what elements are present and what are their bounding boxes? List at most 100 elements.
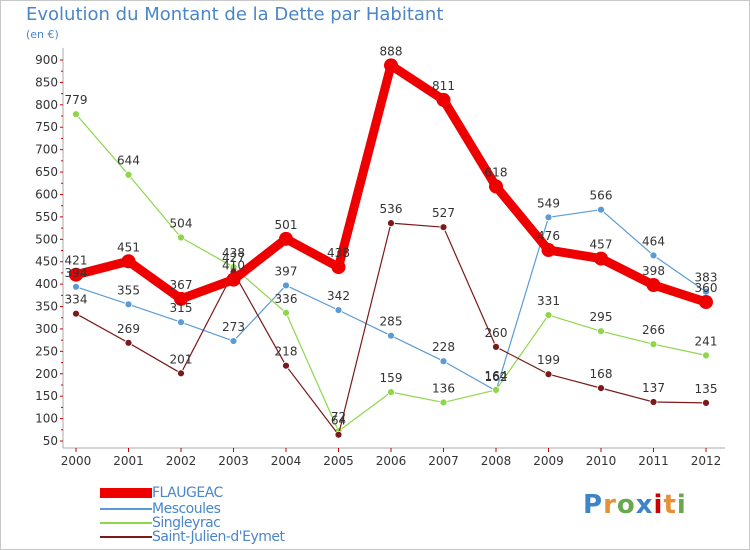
data-label: 273 — [222, 320, 245, 334]
data-point — [279, 231, 293, 246]
data-point — [69, 267, 83, 282]
data-label: 331 — [537, 294, 560, 308]
data-label: 644 — [117, 154, 140, 168]
data-point — [544, 213, 553, 222]
data-point — [177, 233, 185, 242]
data-label: 315 — [170, 301, 193, 315]
data-label: 159 — [380, 371, 403, 385]
data-label: 464 — [642, 234, 665, 248]
data-label: 888 — [380, 44, 403, 58]
data-point — [226, 272, 241, 287]
logo-letter: t — [663, 490, 677, 520]
data-label: 72 — [331, 410, 346, 424]
chart-title: Evolution du Montant de la Dette par Hab… — [26, 4, 444, 25]
series-line-flaugeac — [71, 60, 711, 307]
logo-letter: x — [635, 490, 654, 520]
data-label: 285 — [380, 315, 403, 329]
y-tick-label: 450 — [35, 255, 58, 269]
y-tick-label: 600 — [35, 187, 58, 201]
data-label: 168 — [590, 367, 613, 381]
data-label: 501 — [275, 218, 298, 232]
data-label: 164 — [485, 369, 508, 383]
data-label: 355 — [117, 283, 140, 297]
data-point — [177, 369, 185, 378]
data-point — [597, 327, 605, 336]
data-label: 549 — [537, 196, 560, 210]
data-point — [492, 386, 500, 394]
legend-label: Singleyrac — [152, 515, 221, 531]
data-label: 360 — [695, 281, 718, 295]
data-point — [124, 170, 133, 179]
y-tick-label: 900 — [35, 53, 58, 67]
x-tick-label: 2002 — [166, 454, 197, 468]
data-label: 527 — [432, 206, 455, 220]
data-point — [544, 311, 553, 319]
data-point — [384, 58, 398, 73]
data-point — [649, 251, 658, 260]
data-point — [282, 361, 290, 370]
x-tick-label: 2003 — [218, 454, 249, 468]
data-point — [646, 278, 661, 293]
data-point — [334, 430, 343, 439]
data-label: 457 — [590, 238, 613, 252]
legend-label: FLAUGEAC — [152, 485, 223, 501]
data-point — [702, 398, 710, 407]
x-tick-label: 2009 — [533, 454, 564, 468]
data-label: 266 — [642, 323, 665, 337]
x-tick-label: 2001 — [113, 454, 144, 468]
legend-item-singleyrac[interactable]: Singleyrac — [100, 515, 221, 531]
data-point — [699, 295, 713, 310]
data-label: 421 — [65, 254, 88, 268]
y-tick-label: 200 — [35, 367, 58, 381]
y-tick-label: 300 — [35, 322, 58, 336]
y-tick-label: 650 — [35, 165, 58, 179]
legend-item-flaugeac[interactable]: FLAUGEAC — [100, 485, 223, 501]
data-label: 295 — [590, 310, 613, 324]
x-tick-label: 2011 — [638, 454, 669, 468]
legend-item-saint-julien[interactable]: Saint-Julien-d'Eymet — [100, 529, 285, 545]
data-label: 451 — [117, 240, 140, 254]
data-label: 334 — [65, 293, 88, 307]
data-point — [544, 370, 553, 379]
legend-label: Saint-Julien-d'Eymet — [152, 529, 285, 545]
data-label: 394 — [65, 266, 88, 280]
x-tick-label: 2000 — [61, 454, 92, 468]
series-line-saint-julien-d-eymet — [75, 222, 707, 436]
y-tick-label: 550 — [35, 210, 58, 224]
proxiti-logo: Proxiti — [583, 490, 687, 520]
data-label: 201 — [170, 352, 193, 366]
data-label: 218 — [275, 345, 298, 359]
data-point — [702, 351, 710, 360]
data-label: 367 — [170, 278, 193, 292]
data-label: 336 — [275, 292, 298, 306]
x-tick-label: 2004 — [271, 454, 302, 468]
data-label: 779 — [65, 93, 88, 107]
x-tick-label: 2012 — [691, 454, 722, 468]
legend-item-mescoules[interactable]: Mescoules — [100, 501, 221, 517]
x-tick-label: 2010 — [586, 454, 617, 468]
data-point — [282, 308, 290, 317]
data-point — [387, 388, 395, 397]
data-point — [649, 398, 658, 406]
logo-letter: i — [653, 490, 664, 520]
data-label: 136 — [432, 381, 455, 395]
y-tick-label: 700 — [35, 143, 58, 157]
data-label: 64 — [331, 414, 346, 428]
data-point — [121, 254, 136, 269]
data-point — [331, 260, 346, 275]
y-tick-label: 150 — [35, 389, 58, 403]
data-label: 811 — [432, 79, 455, 93]
data-point — [72, 282, 80, 291]
data-label: 397 — [275, 264, 298, 278]
y-tick-label: 50 — [43, 434, 58, 448]
data-label: 618 — [485, 165, 508, 179]
y-tick-label: 750 — [35, 120, 58, 134]
data-point — [72, 309, 80, 318]
logo-letter: o — [616, 490, 636, 520]
legend-label: Mescoules — [152, 501, 221, 517]
chart-subtitle: (en €) — [26, 28, 59, 41]
data-label: 438 — [327, 246, 350, 260]
y-tick-label: 400 — [35, 277, 58, 291]
data-label: 199 — [537, 353, 560, 367]
data-label: 135 — [695, 382, 718, 396]
